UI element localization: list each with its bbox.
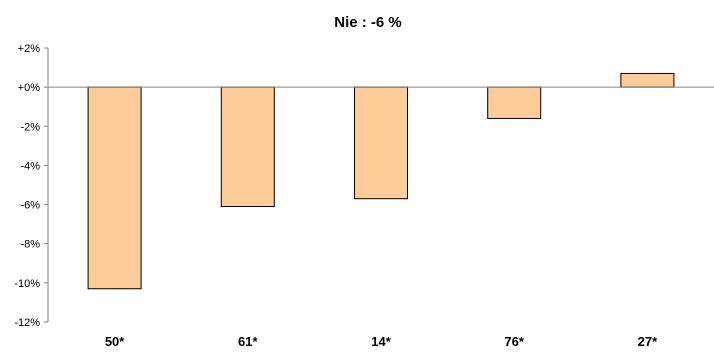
- y-tick-label: +2%: [18, 43, 41, 55]
- y-tick-label: -6%: [20, 200, 40, 212]
- x-axis: 50* 61* 14* 76* 27*: [48, 86, 714, 349]
- x-tick-label: 14*: [371, 334, 391, 349]
- y-tick-label: -10%: [14, 278, 40, 290]
- y-tick-label: +0%: [18, 82, 41, 94]
- bars: [87, 72, 675, 290]
- x-tick-label: 61*: [238, 334, 258, 349]
- bar-76: [487, 86, 542, 119]
- chart-title: Nie : -6 %: [334, 14, 402, 31]
- x-tick-label: 50*: [105, 334, 125, 349]
- y-tick-label: -12%: [14, 317, 40, 329]
- x-tick-label: 76*: [504, 334, 524, 349]
- bar-27: [620, 72, 675, 88]
- y-axis: +2% +0% -2% -4% -6% -8% -10% -12%: [14, 43, 49, 329]
- y-tick-label: -2%: [20, 121, 40, 133]
- y-tick-label: -4%: [20, 160, 40, 172]
- bar-50: [87, 86, 142, 290]
- bar-61: [220, 86, 275, 208]
- bar-14: [354, 86, 408, 200]
- x-tick-label: 27*: [638, 334, 658, 349]
- y-tick-label: -8%: [20, 239, 40, 251]
